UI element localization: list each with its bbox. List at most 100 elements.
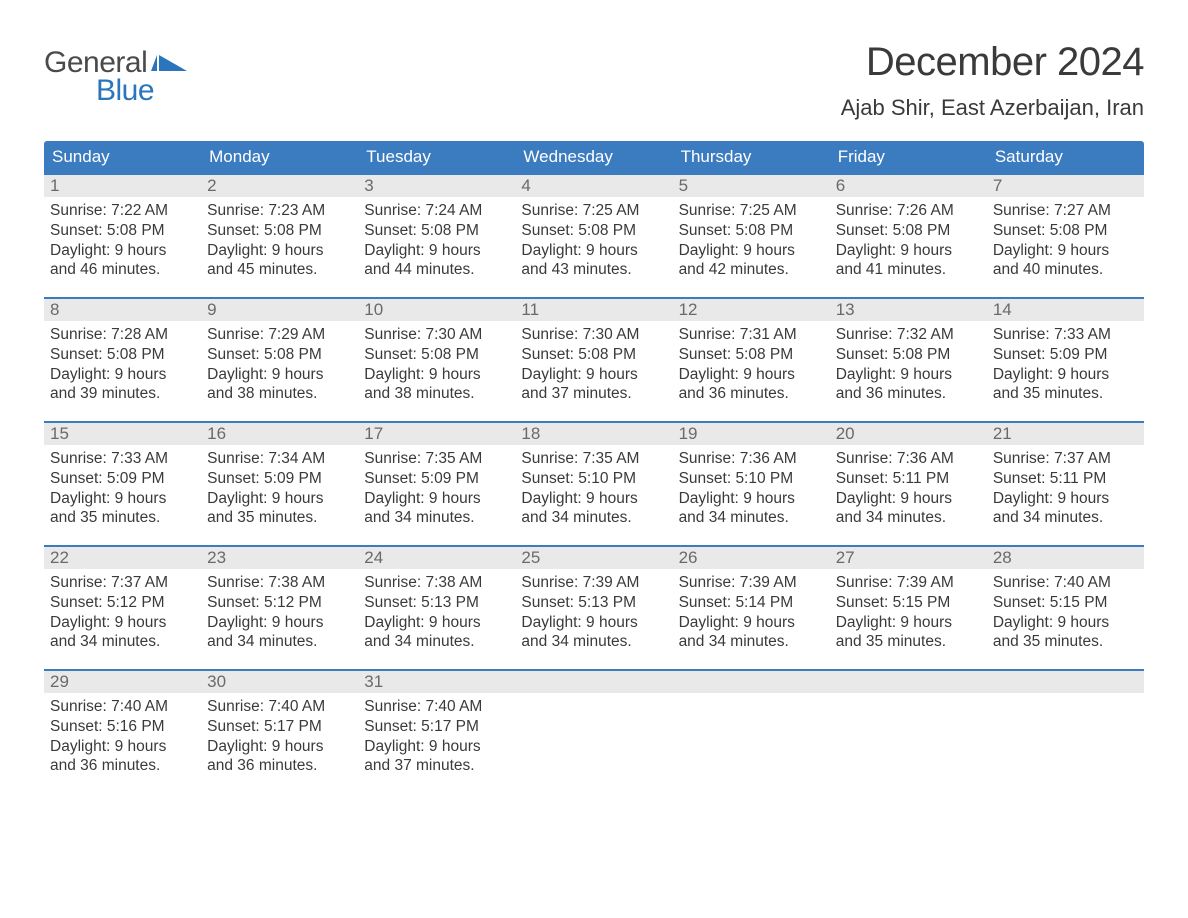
sunrise-line: Sunrise: 7:37 AM (50, 573, 195, 593)
sunrise-value: 7:34 AM (268, 450, 325, 467)
daylight-line-1: Daylight: 9 hours (679, 365, 824, 385)
sunrise-value: 7:38 AM (268, 574, 325, 591)
daylight-line-2: and 38 minutes. (207, 384, 352, 404)
daylight-line-1: Daylight: 9 hours (50, 365, 195, 385)
sunrise-value: 7:35 AM (425, 450, 482, 467)
day-body: Sunrise: 7:37 AMSunset: 5:12 PMDaylight:… (44, 569, 201, 658)
sunset-line: Sunset: 5:08 PM (836, 221, 981, 241)
sunrise-label: Sunrise: (679, 202, 740, 219)
sunrise-label: Sunrise: (50, 574, 111, 591)
sunrise-value: 7:25 AM (740, 202, 797, 219)
day-cell: 3Sunrise: 7:24 AMSunset: 5:08 PMDaylight… (358, 175, 515, 293)
daylight-line-1: Daylight: 9 hours (836, 365, 981, 385)
day-cell: 19Sunrise: 7:36 AMSunset: 5:10 PMDayligh… (673, 423, 830, 541)
day-cell: 17Sunrise: 7:35 AMSunset: 5:09 PMDayligh… (358, 423, 515, 541)
sunset-label: Sunset: (993, 222, 1050, 239)
day-body: Sunrise: 7:33 AMSunset: 5:09 PMDaylight:… (44, 445, 201, 534)
weekday-header-cell: Monday (201, 141, 358, 173)
sunset-value: 5:08 PM (893, 346, 951, 363)
daylight-line-1: Daylight: 9 hours (679, 241, 824, 261)
daylight-label: Daylight: (207, 366, 272, 383)
day-body: Sunrise: 7:36 AMSunset: 5:11 PMDaylight:… (830, 445, 987, 534)
sunset-value: 5:08 PM (735, 346, 793, 363)
daylight-value-1: 9 hours (429, 490, 481, 507)
sunrise-line: Sunrise: 7:36 AM (836, 449, 981, 469)
day-number: 18 (515, 423, 672, 445)
day-body: Sunrise: 7:24 AMSunset: 5:08 PMDaylight:… (358, 197, 515, 286)
daylight-line-2: and 35 minutes. (50, 508, 195, 528)
day-body: Sunrise: 7:40 AMSunset: 5:17 PMDaylight:… (358, 693, 515, 782)
daylight-line-1: Daylight: 9 hours (993, 489, 1138, 509)
sunset-line: Sunset: 5:17 PM (207, 717, 352, 737)
day-body: Sunrise: 7:40 AMSunset: 5:16 PMDaylight:… (44, 693, 201, 782)
sunset-label: Sunset: (207, 222, 264, 239)
weekday-header-cell: Wednesday (515, 141, 672, 173)
sunrise-value: 7:32 AM (897, 326, 954, 343)
sunrise-label: Sunrise: (50, 450, 111, 467)
sunset-line: Sunset: 5:09 PM (364, 469, 509, 489)
day-cell: 12Sunrise: 7:31 AMSunset: 5:08 PMDayligh… (673, 299, 830, 417)
daylight-label: Daylight: (364, 738, 429, 755)
day-number: 9 (201, 299, 358, 321)
sunrise-value: 7:27 AM (1054, 202, 1111, 219)
daylight-label: Daylight: (364, 490, 429, 507)
sunset-value: 5:10 PM (578, 470, 636, 487)
day-cell: 9Sunrise: 7:29 AMSunset: 5:08 PMDaylight… (201, 299, 358, 417)
sunrise-line: Sunrise: 7:40 AM (993, 573, 1138, 593)
week-row: 15Sunrise: 7:33 AMSunset: 5:09 PMDayligh… (44, 421, 1144, 541)
day-body: Sunrise: 7:40 AMSunset: 5:17 PMDaylight:… (201, 693, 358, 782)
daylight-label: Daylight: (50, 614, 115, 631)
daylight-value-1: 9 hours (900, 614, 952, 631)
daylight-line-2: and 34 minutes. (679, 508, 824, 528)
day-cell: 6Sunrise: 7:26 AMSunset: 5:08 PMDaylight… (830, 175, 987, 293)
daylight-line-2: and 46 minutes. (50, 260, 195, 280)
sunrise-line: Sunrise: 7:28 AM (50, 325, 195, 345)
day-number: 23 (201, 547, 358, 569)
day-cell: 15Sunrise: 7:33 AMSunset: 5:09 PMDayligh… (44, 423, 201, 541)
sunset-label: Sunset: (679, 594, 736, 611)
daylight-label: Daylight: (50, 366, 115, 383)
daylight-line-1: Daylight: 9 hours (836, 613, 981, 633)
day-number: 3 (358, 175, 515, 197)
weekday-header-cell: Tuesday (358, 141, 515, 173)
daylight-line-2: and 34 minutes. (50, 632, 195, 652)
sunrise-line: Sunrise: 7:38 AM (207, 573, 352, 593)
sunset-line: Sunset: 5:12 PM (50, 593, 195, 613)
daylight-line-2: and 34 minutes. (364, 632, 509, 652)
sunrise-line: Sunrise: 7:26 AM (836, 201, 981, 221)
daylight-value-1: 9 hours (900, 490, 952, 507)
daylight-label: Daylight: (836, 490, 901, 507)
daylight-line-1: Daylight: 9 hours (679, 489, 824, 509)
daylight-line-1: Daylight: 9 hours (50, 241, 195, 261)
weekday-header-cell: Sunday (44, 141, 201, 173)
daylight-line-1: Daylight: 9 hours (521, 613, 666, 633)
sunrise-label: Sunrise: (207, 450, 268, 467)
daylight-line-1: Daylight: 9 hours (521, 241, 666, 261)
sunset-value: 5:14 PM (735, 594, 793, 611)
sunrise-value: 7:37 AM (111, 574, 168, 591)
sunset-value: 5:17 PM (264, 718, 322, 735)
day-body: Sunrise: 7:39 AMSunset: 5:15 PMDaylight:… (830, 569, 987, 658)
daylight-line-2: and 39 minutes. (50, 384, 195, 404)
sunset-label: Sunset: (679, 470, 736, 487)
day-cell: 28Sunrise: 7:40 AMSunset: 5:15 PMDayligh… (987, 547, 1144, 665)
sunset-value: 5:08 PM (421, 346, 479, 363)
sunrise-label: Sunrise: (50, 326, 111, 343)
sunrise-line: Sunrise: 7:36 AM (679, 449, 824, 469)
sunrise-value: 7:40 AM (111, 698, 168, 715)
day-body: Sunrise: 7:28 AMSunset: 5:08 PMDaylight:… (44, 321, 201, 410)
daylight-label: Daylight: (679, 614, 744, 631)
daylight-label: Daylight: (364, 242, 429, 259)
sunrise-label: Sunrise: (993, 202, 1054, 219)
daylight-line-1: Daylight: 9 hours (521, 365, 666, 385)
day-number: 29 (44, 671, 201, 693)
sunset-label: Sunset: (50, 718, 107, 735)
sunrise-line: Sunrise: 7:39 AM (836, 573, 981, 593)
sunrise-line: Sunrise: 7:40 AM (364, 697, 509, 717)
day-body: Sunrise: 7:38 AMSunset: 5:13 PMDaylight:… (358, 569, 515, 658)
daylight-line-1: Daylight: 9 hours (993, 613, 1138, 633)
sunset-line: Sunset: 5:10 PM (679, 469, 824, 489)
sunrise-value: 7:39 AM (897, 574, 954, 591)
day-cell: 5Sunrise: 7:25 AMSunset: 5:08 PMDaylight… (673, 175, 830, 293)
day-body: Sunrise: 7:40 AMSunset: 5:15 PMDaylight:… (987, 569, 1144, 658)
